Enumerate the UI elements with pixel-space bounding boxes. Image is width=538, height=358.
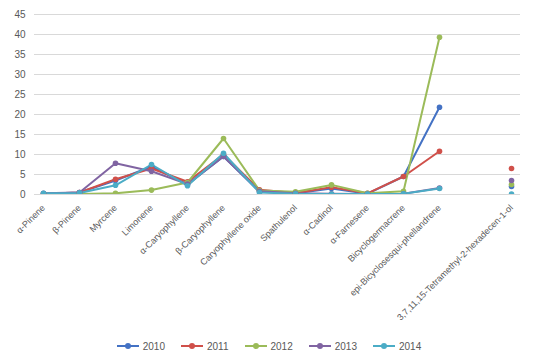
- svg-text:epi-Bicyclosesqui-phellandrene: epi-Bicyclosesqui-phellandrene: [347, 202, 443, 298]
- svg-text:Limonene: Limonene: [120, 203, 155, 238]
- svg-text:20: 20: [14, 109, 26, 120]
- svg-text:Spathulenol: Spathulenol: [258, 203, 299, 244]
- svg-text:35: 35: [14, 49, 26, 60]
- svg-text:15: 15: [14, 129, 26, 140]
- svg-text:β-Caryophyllene: β-Caryophyllene: [173, 202, 227, 257]
- svg-text:β-Pinene: β-Pinene: [50, 203, 83, 236]
- svg-text:Bicyclogermacrene: Bicyclogermacrene: [345, 202, 407, 264]
- svg-text:Myrcene: Myrcene: [87, 203, 118, 234]
- svg-text:5: 5: [20, 169, 26, 180]
- svg-text:0: 0: [20, 189, 26, 200]
- svg-text:α-Cadinol: α-Cadinol: [300, 203, 334, 237]
- svg-text:40: 40: [14, 29, 26, 40]
- svg-text:α-Caryophyllene: α-Caryophyllene: [137, 202, 191, 257]
- html-text:2011: 2011: [207, 340, 229, 352]
- html-text:2014: 2014: [399, 340, 422, 352]
- svg-text:45: 45: [14, 9, 26, 20]
- svg-text:α-Pinene: α-Pinene: [14, 203, 47, 236]
- html-text:2010: 2010: [142, 340, 165, 352]
- html-text:2013: 2013: [334, 340, 357, 352]
- svg-text:10: 10: [14, 149, 26, 160]
- svg-text:30: 30: [14, 69, 26, 80]
- svg-text:Caryophyllene oxide: Caryophyllene oxide: [198, 203, 263, 268]
- svg-text:25: 25: [14, 89, 26, 100]
- html-text:2012: 2012: [270, 340, 293, 352]
- svg-text:α-Farnesene: α-Farnesene: [327, 202, 371, 246]
- svg-text:3,7,11,15-Tetramethyl-2-hexade: 3,7,11,15-Tetramethyl-2-hexadecen-1-ol: [395, 203, 515, 323]
